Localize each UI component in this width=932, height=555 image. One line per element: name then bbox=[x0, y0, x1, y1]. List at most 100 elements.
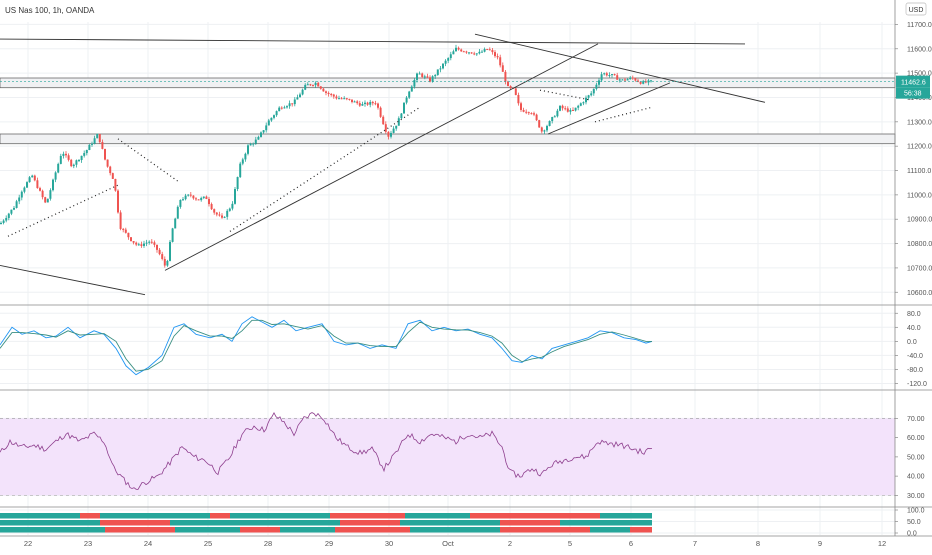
candle-down[interactable] bbox=[33, 175, 36, 181]
candle-up[interactable] bbox=[239, 163, 242, 178]
trendline[interactable] bbox=[0, 38, 746, 45]
price-zone-rectangle[interactable] bbox=[0, 77, 896, 89]
candle-up[interactable] bbox=[553, 116, 556, 118]
candle-down[interactable] bbox=[101, 141, 104, 149]
candle-up[interactable] bbox=[559, 105, 561, 111]
candle-down[interactable] bbox=[494, 52, 496, 57]
candle-down[interactable] bbox=[132, 241, 135, 243]
candle-down[interactable] bbox=[158, 249, 161, 255]
candle-up[interactable] bbox=[642, 81, 645, 84]
candle-up[interactable] bbox=[444, 60, 447, 64]
candle-up[interactable] bbox=[2, 220, 5, 223]
candle-down[interactable] bbox=[517, 94, 520, 104]
candle-down[interactable] bbox=[522, 109, 525, 112]
candle-down[interactable] bbox=[525, 111, 528, 113]
candle-down[interactable] bbox=[520, 103, 522, 110]
rsi-panel[interactable] bbox=[0, 412, 895, 496]
candle-up[interactable] bbox=[15, 201, 18, 208]
candle-up[interactable] bbox=[78, 160, 80, 162]
candle-down[interactable] bbox=[291, 103, 294, 105]
candle-up[interactable] bbox=[179, 199, 182, 207]
candle-up[interactable] bbox=[148, 241, 151, 243]
candle-up[interactable] bbox=[223, 216, 226, 218]
candle-down[interactable] bbox=[44, 197, 47, 203]
candle-up[interactable] bbox=[416, 73, 418, 80]
candle-up[interactable] bbox=[244, 153, 247, 160]
candle-down[interactable] bbox=[358, 103, 361, 106]
candle-up[interactable] bbox=[650, 80, 652, 82]
candle-down[interactable] bbox=[566, 108, 569, 112]
candle-down[interactable] bbox=[429, 77, 431, 82]
candle-up[interactable] bbox=[46, 198, 49, 203]
candle-up[interactable] bbox=[592, 88, 595, 94]
candle-up[interactable] bbox=[314, 82, 317, 86]
candle-down[interactable] bbox=[504, 71, 507, 82]
candle-down[interactable] bbox=[119, 212, 122, 229]
candle-up[interactable] bbox=[403, 102, 405, 114]
candle-up[interactable] bbox=[556, 110, 559, 117]
candle-down[interactable] bbox=[470, 52, 473, 54]
candle-down[interactable] bbox=[210, 204, 213, 210]
candle-up[interactable] bbox=[270, 117, 273, 121]
candle-up[interactable] bbox=[543, 130, 546, 132]
candle-up[interactable] bbox=[590, 93, 593, 96]
candle-down[interactable] bbox=[613, 74, 616, 76]
candle-down[interactable] bbox=[98, 134, 101, 142]
candle-up[interactable] bbox=[296, 97, 299, 100]
price-axis[interactable]: 11700.011600.011500.011400.011300.011200… bbox=[894, 0, 932, 538]
candle-up[interactable] bbox=[551, 117, 554, 122]
candle-up[interactable] bbox=[392, 128, 395, 133]
candle-up[interactable] bbox=[23, 187, 26, 192]
candle-up[interactable] bbox=[257, 136, 260, 140]
candle-up[interactable] bbox=[249, 143, 252, 146]
candle-up[interactable] bbox=[275, 111, 278, 116]
candle-down[interactable] bbox=[564, 108, 567, 110]
candle-up[interactable] bbox=[304, 84, 307, 90]
candle-down[interactable] bbox=[605, 73, 608, 76]
candle-up[interactable] bbox=[288, 103, 291, 107]
candle-up[interactable] bbox=[262, 130, 265, 133]
candle-down[interactable] bbox=[189, 194, 192, 196]
candle-up[interactable] bbox=[546, 125, 548, 131]
candle-down[interactable] bbox=[530, 113, 533, 115]
candle-up[interactable] bbox=[228, 208, 231, 211]
candle-up[interactable] bbox=[202, 196, 205, 198]
candle-down[interactable] bbox=[465, 51, 468, 53]
candle-up[interactable] bbox=[20, 191, 23, 198]
candle-down[interactable] bbox=[345, 98, 348, 100]
candle-down[interactable] bbox=[572, 109, 574, 111]
candle-down[interactable] bbox=[153, 242, 156, 245]
candle-up[interactable] bbox=[585, 97, 587, 103]
candle-up[interactable] bbox=[439, 68, 442, 70]
candle-down[interactable] bbox=[65, 153, 67, 156]
candle-down[interactable] bbox=[509, 86, 512, 88]
candle-up[interactable] bbox=[59, 155, 62, 164]
candle-down[interactable] bbox=[122, 228, 125, 230]
candle-down[interactable] bbox=[70, 159, 73, 167]
time-axis[interactable]: 22 23 24 25 28 29 30 Oct 2 5 6 7 8 9 12 bbox=[0, 535, 932, 548]
candle-up[interactable] bbox=[418, 73, 421, 75]
candle-down[interactable] bbox=[533, 113, 535, 115]
candle-down[interactable] bbox=[377, 103, 379, 108]
candle-up[interactable] bbox=[166, 260, 169, 266]
candle-down[interactable] bbox=[501, 65, 504, 72]
candle-down[interactable] bbox=[507, 81, 509, 87]
candle-down[interactable] bbox=[387, 131, 390, 137]
dotted-projection-line[interactable] bbox=[594, 106, 653, 123]
candle-down[interactable] bbox=[535, 114, 538, 121]
candle-down[interactable] bbox=[421, 73, 424, 77]
candle-down[interactable] bbox=[317, 82, 320, 87]
candle-up[interactable] bbox=[548, 121, 551, 126]
candle-down[interactable] bbox=[114, 178, 117, 191]
candle-up[interactable] bbox=[395, 125, 398, 129]
candle-up[interactable] bbox=[241, 159, 244, 164]
candle-down[interactable] bbox=[161, 254, 164, 259]
candle-up[interactable] bbox=[286, 106, 288, 108]
candle-up[interactable] bbox=[13, 207, 15, 210]
candle-up[interactable] bbox=[301, 89, 304, 95]
candle-up[interactable] bbox=[600, 74, 603, 81]
candle-up[interactable] bbox=[369, 101, 372, 105]
candle-down[interactable] bbox=[140, 244, 143, 246]
stochastic-panel[interactable] bbox=[0, 316, 653, 376]
candle-up[interactable] bbox=[361, 104, 364, 106]
